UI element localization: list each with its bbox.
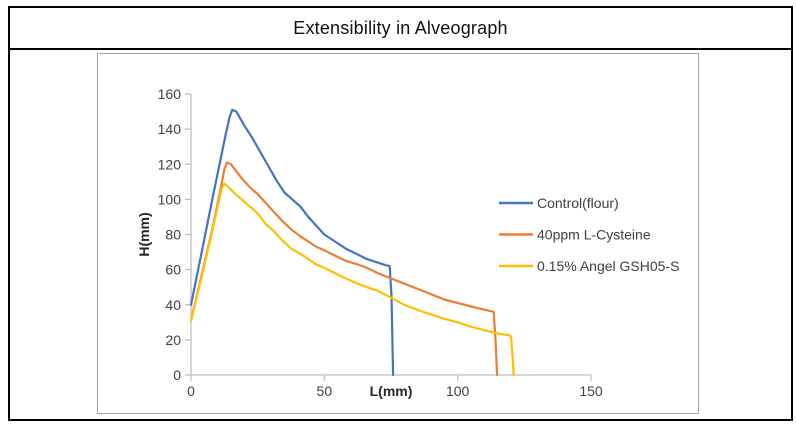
alveograph-chart: 0 20 40 60 80 100 120 140 160 0 50 100 150 L(mm) H(mm)… (136, 86, 679, 399)
y-tick-label: 120 (158, 156, 182, 172)
legend-label-0[interactable]: Control(flour) (537, 195, 619, 211)
y-tick-label: 80 (165, 227, 181, 243)
x-tick-label: 150 (579, 383, 603, 399)
legend-label-1[interactable]: 40ppm L-Cysteine (537, 227, 651, 243)
x-tick-label: 50 (317, 383, 333, 399)
y-tick-label: 20 (165, 332, 181, 348)
chart-box[interactable]: 0 20 40 60 80 100 120 140 160 0 50 100 150 L(mm) H(mm)… (97, 53, 699, 414)
series-line-2 (189, 182, 515, 377)
outer-frame: Extensibility in Alveograph 0 20 40 60 80 100… (8, 6, 793, 421)
y-tick-label: 60 (165, 262, 181, 278)
series-line-1 (189, 161, 499, 377)
x-tick-label: 0 (187, 383, 195, 399)
y-tick-label: 140 (158, 121, 182, 137)
y-tick-label: 0 (173, 367, 181, 383)
legend-label-2[interactable]: 0.15% Angel GSH05-S (537, 258, 679, 274)
chart-title: Extensibility in Alveograph (293, 17, 508, 38)
y-tick-label: 100 (158, 191, 182, 207)
series-line-0 (189, 108, 395, 377)
y-axis-title: H(mm) (136, 212, 152, 256)
x-tick-label: 100 (446, 383, 470, 399)
y-tick-label: 40 (165, 297, 181, 313)
chart-title-bar: Extensibility in Alveograph (10, 8, 791, 50)
x-axis-title: L(mm) (370, 383, 413, 399)
y-tick-label: 160 (158, 86, 182, 102)
